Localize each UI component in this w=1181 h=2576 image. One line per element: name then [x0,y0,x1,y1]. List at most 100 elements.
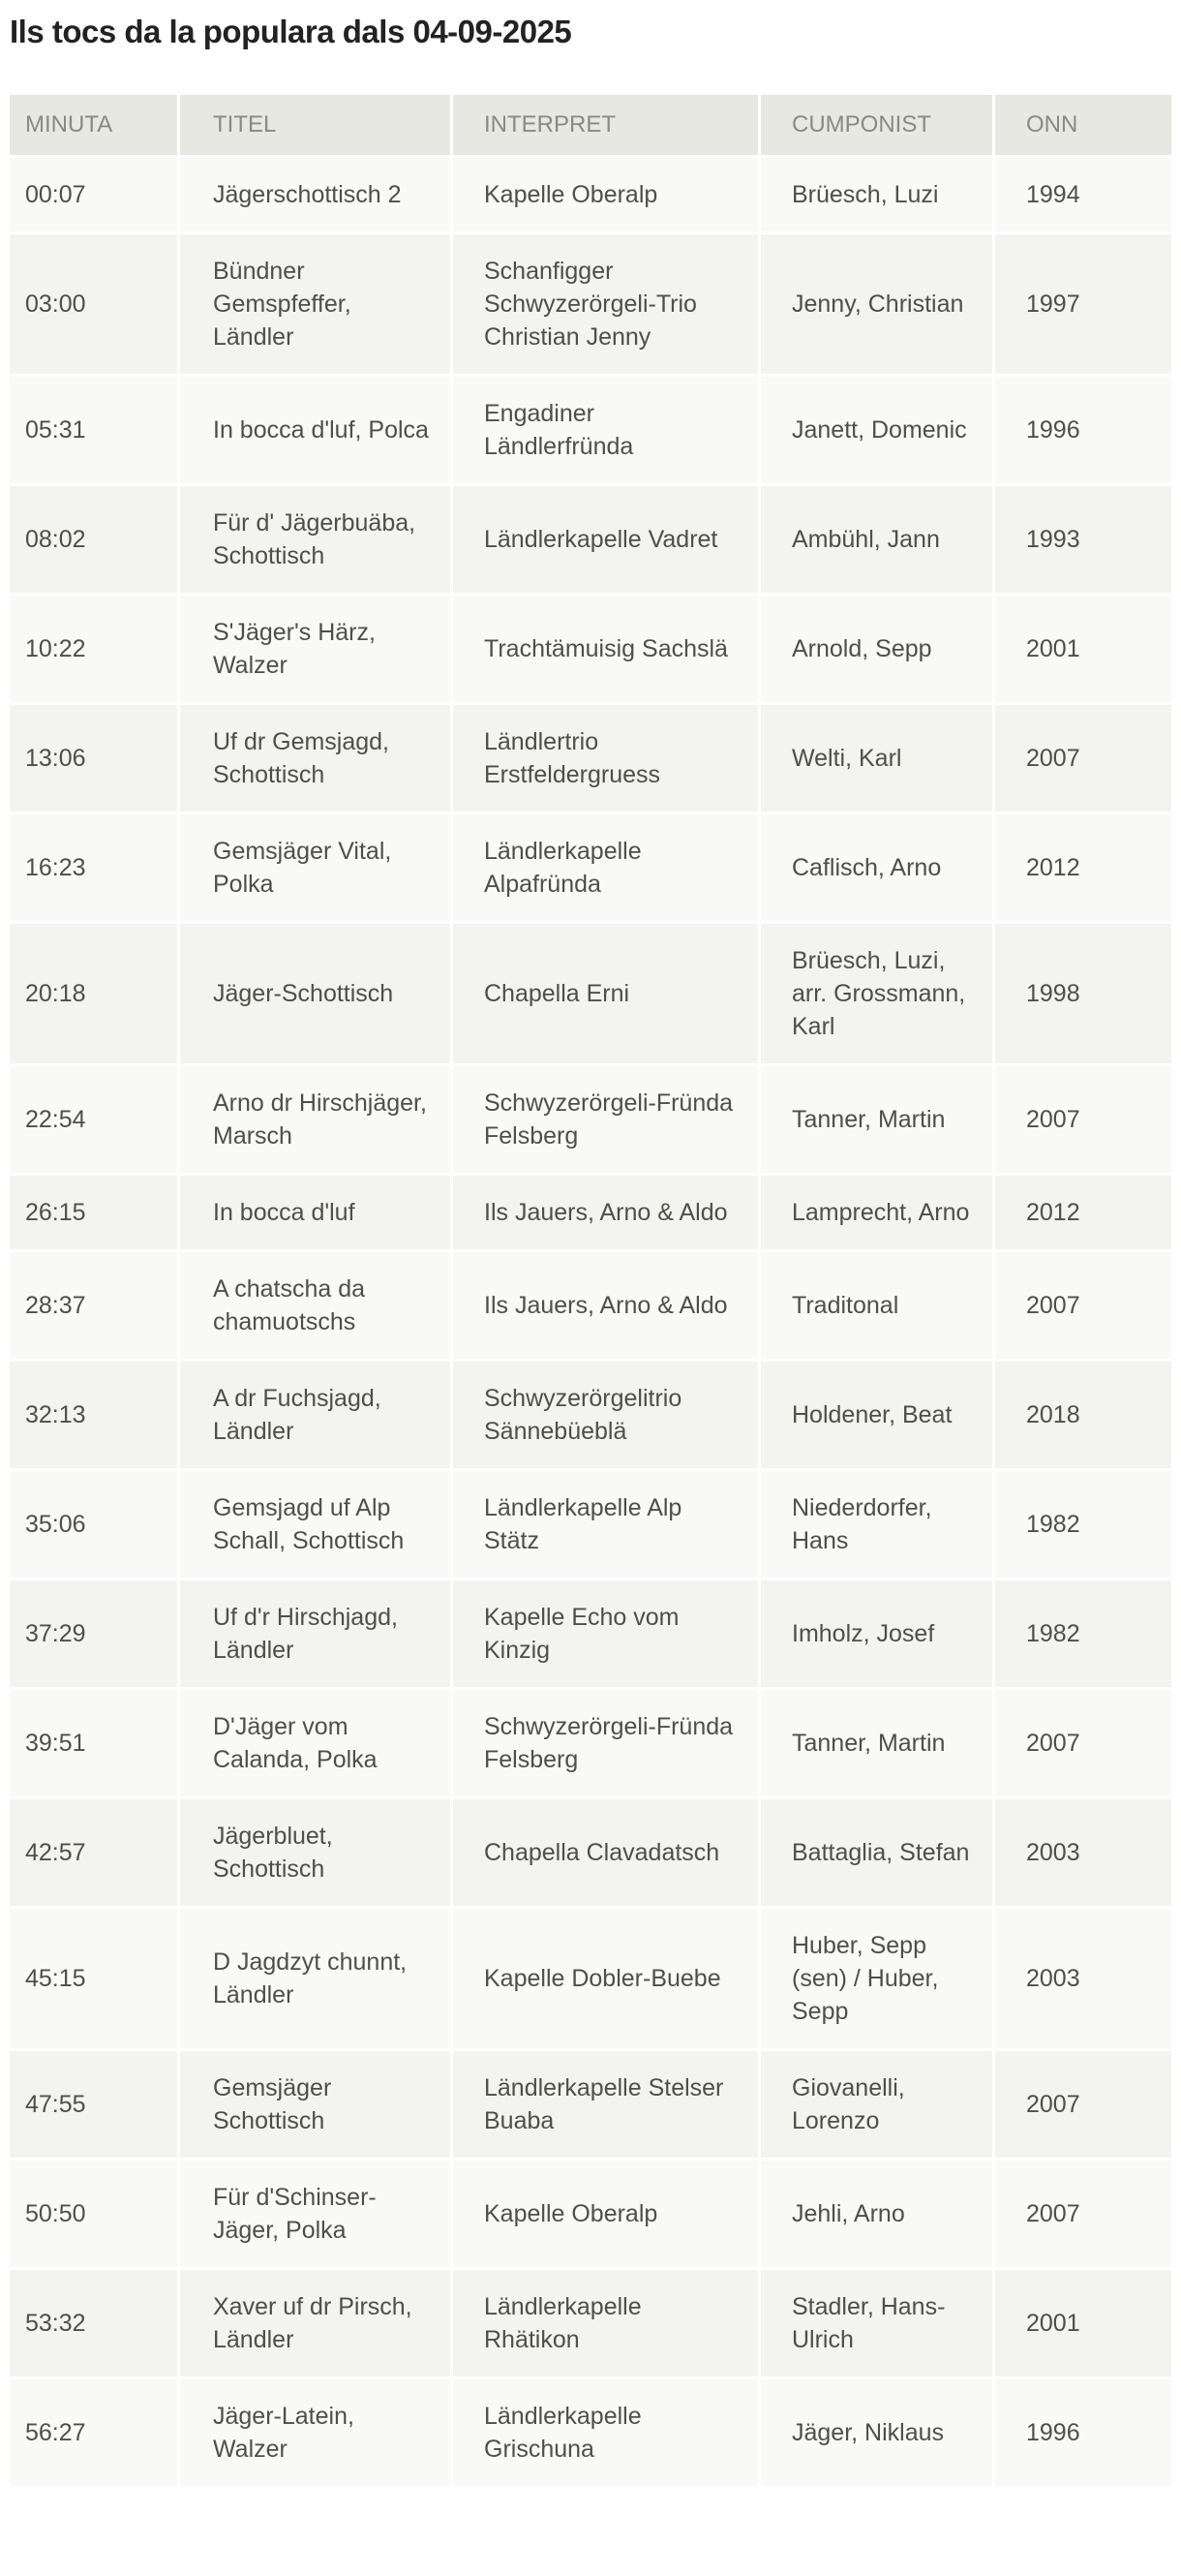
cell-interpret: Ländlerkapelle Alp Stätz [453,1471,761,1580]
table-row: 35:06 Gemsjagd uf Alp Schall, Schottisch L… [10,1471,1171,1580]
cell-titel: Arno dr Hirschjäger, Marsch [180,1066,453,1176]
table-row: 03:00 Bündner Gemspfeffer, Ländler Schanfi… [10,234,1171,377]
cell-cumponist: Battaglia, Stefan [761,1799,995,1909]
cell-titel: Uf d'r Hirschjagd, Ländler [180,1580,453,1690]
cell-interpret: Trachtämuisig Sachslä [453,596,761,705]
cell-onn: 2001 [995,596,1171,705]
cell-cumponist: Caflisch, Arno [761,814,995,924]
column-header-onn: ONN [995,95,1171,158]
cell-cumponist: Huber, Sepp (sen) / Huber, Sepp [761,1909,995,2051]
cell-cumponist: Giovanelli, Lorenzo [761,2051,995,2161]
cell-interpret: Schanfigger Schwyzerörgeli-Trio Christia… [453,234,761,377]
cell-titel: In bocca d'luf, Polca [180,377,453,486]
cell-minuta: 03:00 [10,234,180,377]
cell-minuta: 28:37 [10,1252,180,1362]
table-row: 53:32 Xaver uf dr Pirsch, Ländler Ländlerk… [10,2270,1171,2379]
cell-onn: 2007 [995,1690,1171,1799]
cell-minuta: 35:06 [10,1471,180,1580]
cell-cumponist: Brüesch, Luzi [761,158,995,234]
cell-onn: 2003 [995,1909,1171,2051]
cell-interpret: Schwyzerörgelitrio Sännebüeblä [453,1362,761,1471]
table-row: 28:37 A chatscha da chamuotschs Ils Jauers… [10,1252,1171,1362]
cell-onn: 2007 [995,1252,1171,1362]
cell-minuta: 45:15 [10,1909,180,2051]
table-row: 50:50 Für d'Schinser-Jäger, Polka Kapelle … [10,2161,1171,2270]
cell-cumponist: Holdener, Beat [761,1362,995,1471]
cell-titel: A chatscha da chamuotschs [180,1252,453,1362]
cell-onn: 1994 [995,158,1171,234]
cell-minuta: 47:55 [10,2051,180,2161]
cell-titel: Bündner Gemspfeffer, Ländler [180,234,453,377]
cell-interpret: Ils Jauers, Arno & Aldo [453,1252,761,1362]
cell-minuta: 22:54 [10,1066,180,1176]
cell-minuta: 56:27 [10,2379,180,2489]
cell-interpret: Schwyzerörgeli-Fründa Felsberg [453,1690,761,1799]
cell-cumponist: Stadler, Hans-Ulrich [761,2270,995,2379]
table-row: 22:54 Arno dr Hirschjäger, Marsch Schwyzer… [10,1066,1171,1176]
cell-titel: Xaver uf dr Pirsch, Ländler [180,2270,453,2379]
table-row: 42:57 Jägerbluet, Schottisch Chapella Clav… [10,1799,1171,1909]
cell-interpret: Ländlertrio Erstfeldergruess [453,705,761,814]
cell-onn: 2003 [995,1799,1171,1909]
cell-cumponist: Tanner, Martin [761,1066,995,1176]
cell-minuta: 32:13 [10,1362,180,1471]
table-row: 47:55 Gemsjäger Schottisch Ländlerkapelle … [10,2051,1171,2161]
cell-cumponist: Ambühl, Jann [761,486,995,596]
cell-minuta: 05:31 [10,377,180,486]
cell-titel: In bocca d'luf [180,1176,453,1252]
table-header-row: MINUTA TITEL INTERPRET CUMPONIST ONN [10,95,1171,158]
cell-onn: 2012 [995,814,1171,924]
table-row: 05:31 In bocca d'luf, Polca Engadiner Länd… [10,377,1171,486]
table-row: 56:27 Jäger-Latein, Walzer Ländlerkapelle … [10,2379,1171,2489]
cell-onn: 1996 [995,377,1171,486]
cell-minuta: 10:22 [10,596,180,705]
cell-interpret: Ländlerkapelle Alpafründa [453,814,761,924]
table-row: 20:18 Jäger-Schottisch Chapella Erni Brüesc… [10,924,1171,1066]
cell-onn: 2007 [995,1066,1171,1176]
cell-interpret: Chapella Clavadatsch [453,1799,761,1909]
table-row: 16:23 Gemsjäger Vital, Polka Ländlerkapell… [10,814,1171,924]
table-row: 26:15 In bocca d'luf Ils Jauers, Arno & Al… [10,1176,1171,1252]
column-header-titel: TITEL [180,95,453,158]
table-row: 13:06 Uf dr Gemsjagd, Schottisch Ländlertr… [10,705,1171,814]
column-header-interpret: INTERPRET [453,95,761,158]
cell-cumponist: Imholz, Josef [761,1580,995,1690]
page-title: Ils tocs da la populara dals 04-09-2025 [10,14,572,49]
cell-cumponist: Jehli, Arno [761,2161,995,2270]
cell-interpret: Chapella Erni [453,924,761,1066]
cell-interpret: Ils Jauers, Arno & Aldo [453,1176,761,1252]
cell-titel: Gemsjäger Vital, Polka [180,814,453,924]
cell-titel: A dr Fuchsjagd, Ländler [180,1362,453,1471]
column-header-minuta: MINUTA [10,95,180,158]
table-row: 00:07 Jägerschottisch 2 Kapelle Oberalp Brü… [10,158,1171,234]
cell-titel: Für d'Schinser-Jäger, Polka [180,2161,453,2270]
cell-cumponist: Tanner, Martin [761,1690,995,1799]
cell-minuta: 08:02 [10,486,180,596]
cell-cumponist: Niederdorfer, Hans [761,1471,995,1580]
cell-onn: 2007 [995,2161,1171,2270]
cell-cumponist: Arnold, Sepp [761,596,995,705]
cell-cumponist: Brüesch, Luzi, arr. Grossmann, Karl [761,924,995,1066]
cell-titel: Jäger-Schottisch [180,924,453,1066]
cell-cumponist: Jenny, Christian [761,234,995,377]
cell-minuta: 50:50 [10,2161,180,2270]
cell-onn: 1993 [995,486,1171,596]
cell-onn: 2007 [995,2051,1171,2161]
cell-titel: Gemsjagd uf Alp Schall, Schottisch [180,1471,453,1580]
cell-titel: D'Jäger vom Calanda, Polka [180,1690,453,1799]
cell-interpret: Kapelle Oberalp [453,158,761,234]
table-row: 32:13 A dr Fuchsjagd, Ländler Schwyzerörge… [10,1362,1171,1471]
table-row: 37:29 Uf d'r Hirschjagd, Ländler Kapelle E… [10,1580,1171,1690]
cell-titel: Uf dr Gemsjagd, Schottisch [180,705,453,814]
cell-onn: 2001 [995,2270,1171,2379]
cell-interpret: Schwyzerörgeli-Fründa Felsberg [453,1066,761,1176]
cell-interpret: Engadiner Ländlerfründa [453,377,761,486]
cell-cumponist: Janett, Domenic [761,377,995,486]
table-row: 10:22 S'Jäger's Härz, Walzer Trachtämuisig… [10,596,1171,705]
cell-minuta: 39:51 [10,1690,180,1799]
playlist-table: MINUTA TITEL INTERPRET CUMPONIST ONN 00:… [10,95,1171,2489]
cell-minuta: 16:23 [10,814,180,924]
cell-titel: Gemsjäger Schottisch [180,2051,453,2161]
cell-cumponist: Lamprecht, Arno [761,1176,995,1252]
cell-interpret: Kapelle Dobler-Buebe [453,1909,761,2051]
